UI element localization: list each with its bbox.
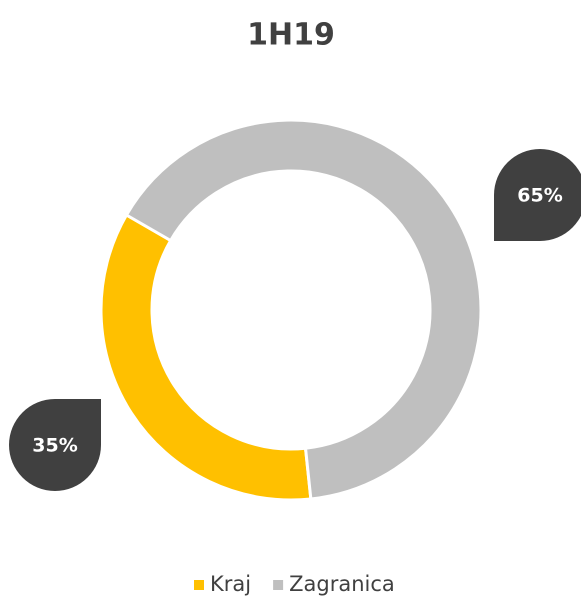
legend-swatch [273,580,284,590]
data-label: 65% [517,185,562,207]
legend-swatch [194,580,204,590]
callout-bubble [9,399,101,491]
donut-slice [99,212,313,502]
legend-label: Zagranica [289,572,395,596]
data-label: 35% [32,435,77,457]
donut-slice [124,118,483,501]
legend-label: Kraj [210,572,251,596]
chart-title: 1H19 [247,18,335,53]
callout-bubble [494,149,581,241]
